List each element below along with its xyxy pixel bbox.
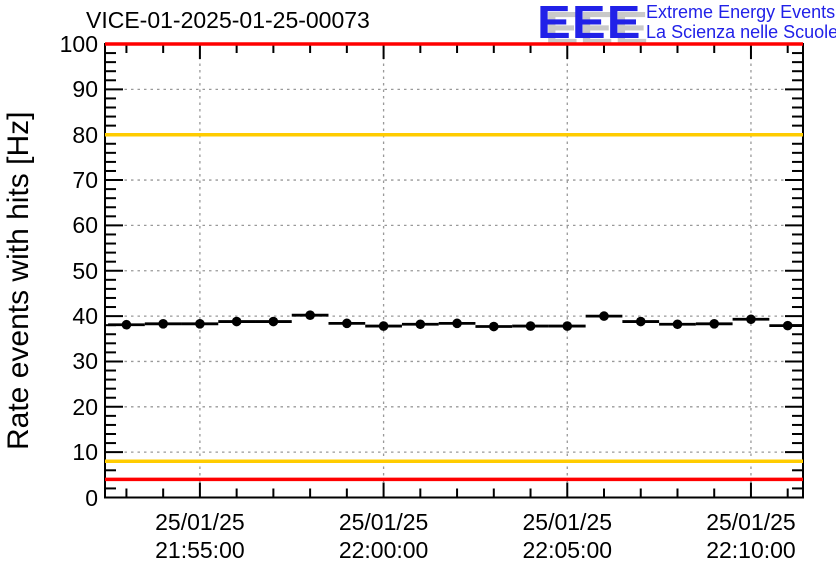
data-point-marker bbox=[342, 318, 352, 329]
y-tick-label: 50 bbox=[72, 257, 98, 284]
x-tick-time: 22:05:00 bbox=[522, 537, 613, 563]
data-point-marker bbox=[415, 319, 426, 330]
y-tick-label: 60 bbox=[72, 212, 98, 239]
data-point-marker bbox=[525, 321, 536, 331]
x-tick-date: 25/01/25 bbox=[522, 509, 613, 535]
data-point-marker bbox=[599, 311, 609, 321]
data-point-marker bbox=[452, 318, 462, 329]
y-tick-label: 0 bbox=[85, 484, 98, 511]
eee-logo: EEE Extreme Energy Events La Scienza nel… bbox=[537, 0, 836, 48]
logo-line2: La Scienza nelle Scuole bbox=[646, 21, 836, 42]
data-point-marker bbox=[635, 316, 646, 327]
x-tick-label: 25/01/25 22:00:00 bbox=[314, 508, 454, 564]
x-tick-date: 25/01/25 bbox=[155, 509, 245, 535]
eee-logo-mark: EEE bbox=[537, 0, 642, 48]
x-tick-label: 25/01/25 22:05:00 bbox=[497, 508, 637, 564]
x-tick-date: 25/01/25 bbox=[338, 509, 429, 535]
eee-logo-text: Extreme Energy Events La Scienza nelle S… bbox=[646, 2, 836, 42]
logo-line1: Extreme Energy Events bbox=[646, 2, 836, 22]
data-point-marker bbox=[782, 320, 793, 331]
y-tick-label: 20 bbox=[72, 393, 98, 420]
data-point-marker bbox=[305, 310, 315, 320]
data-point-marker bbox=[709, 319, 720, 329]
data-point-marker bbox=[488, 321, 499, 332]
data-point-marker bbox=[231, 316, 242, 327]
y-tick-label: 80 bbox=[72, 121, 98, 148]
y-tick-label: 100 bbox=[59, 31, 98, 57]
data-point-marker bbox=[121, 319, 132, 330]
x-tick-label: 25/01/25 21:55:00 bbox=[130, 508, 270, 564]
x-tick-time: 22:10:00 bbox=[706, 537, 796, 563]
data-point-marker bbox=[562, 321, 573, 331]
plot-title: VICE-01-2025-01-25-00073 bbox=[86, 7, 370, 33]
x-tick-date: 25/01/25 bbox=[706, 509, 796, 535]
data-series bbox=[108, 310, 803, 332]
data-point-marker bbox=[268, 316, 279, 327]
data-point-marker bbox=[672, 319, 683, 330]
data-point-marker bbox=[158, 319, 168, 329]
y-tick-label: 70 bbox=[72, 167, 98, 194]
x-tick-label: 25/01/25 22:10:00 bbox=[681, 508, 821, 564]
data-point-marker bbox=[195, 319, 205, 329]
x-tick-time: 22:00:00 bbox=[338, 537, 429, 563]
data-point-marker bbox=[378, 321, 389, 331]
y-tick-label: 40 bbox=[72, 303, 98, 330]
y-tick-label: 10 bbox=[72, 439, 98, 466]
y-tick-label: 30 bbox=[72, 348, 98, 375]
data-point-marker bbox=[746, 314, 756, 325]
x-tick-time: 21:55:00 bbox=[155, 537, 245, 563]
y-tick-label: 90 bbox=[72, 76, 98, 103]
